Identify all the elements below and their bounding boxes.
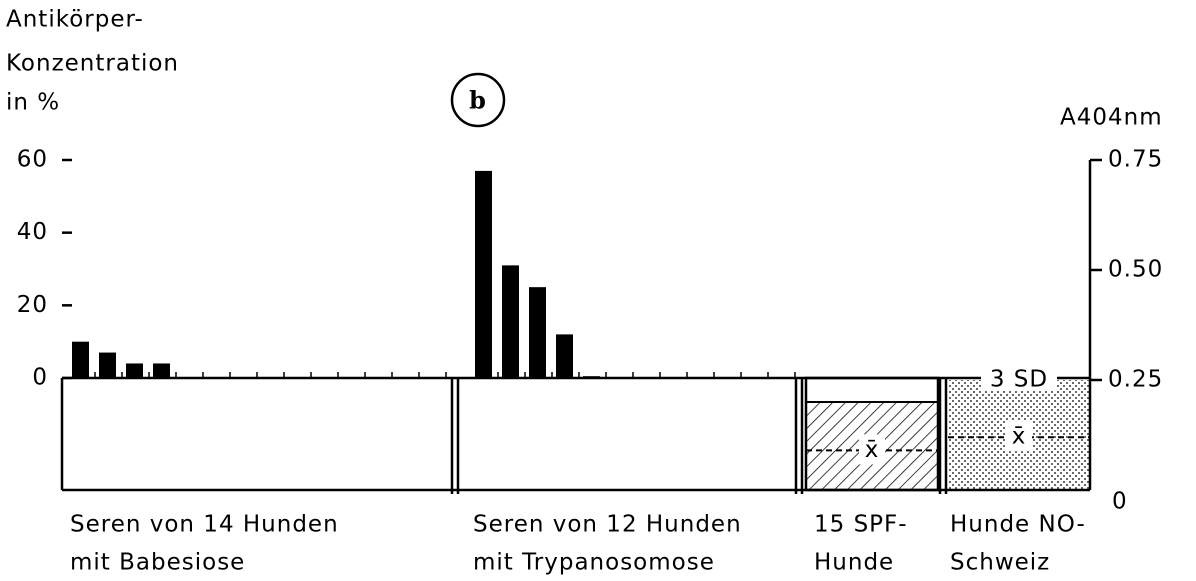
group-label: 15 SPF-	[814, 512, 908, 538]
y2-tick-label: 0	[1112, 489, 1128, 515]
panel-label: b	[469, 86, 487, 115]
group-label: Hunde	[814, 550, 894, 576]
y2-tick-label: 0.75	[1108, 147, 1163, 173]
bar	[529, 287, 546, 378]
y-tick-label: 0	[32, 365, 48, 391]
y2-label: A404nm	[1060, 105, 1163, 131]
y-label: in %	[6, 90, 60, 116]
mean-label: x̄	[1012, 424, 1027, 450]
group-label: Hunde NO-	[950, 512, 1086, 538]
group-label: Schweiz	[950, 550, 1050, 576]
bar	[502, 265, 519, 378]
mean-label-bg	[1006, 421, 1032, 452]
group-label: Seren von 14 Hunden	[70, 512, 339, 538]
bar	[475, 170, 492, 378]
mean-label-bg	[859, 434, 885, 465]
panel-circle	[450, 72, 506, 128]
group-label: Seren von 12 Hunden	[473, 512, 742, 538]
bar	[153, 363, 170, 378]
group-label: mit Babesiose	[70, 550, 245, 576]
y2-tick-label: 0.25	[1108, 367, 1163, 393]
bar	[556, 334, 573, 378]
y2-tick-label: 0.50	[1108, 257, 1163, 283]
y-tick-label: 60	[17, 147, 48, 173]
group-label: mit Trypanosomose	[473, 550, 715, 576]
bar	[583, 376, 600, 378]
mean-label: x̄	[865, 437, 880, 463]
bar	[99, 352, 116, 378]
bar	[126, 363, 143, 378]
y-tick-label: 40	[17, 219, 48, 245]
sd-label: 3 SD	[990, 367, 1048, 393]
sd-label-bg	[981, 367, 1057, 391]
y-tick-label: 20	[17, 292, 48, 318]
bar	[72, 341, 89, 378]
y-label: Konzentration	[6, 51, 179, 77]
y-label: Antikörper-	[6, 7, 144, 33]
